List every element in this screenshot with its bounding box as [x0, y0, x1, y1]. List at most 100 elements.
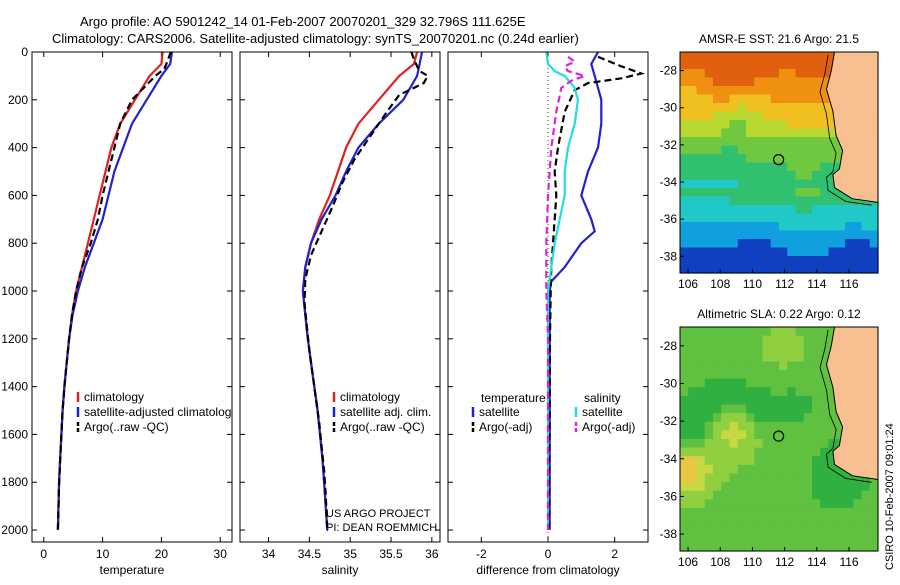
- sla_map-cell: [812, 516, 821, 526]
- sst_map-cell: [680, 247, 689, 257]
- sla_map-cell: [787, 516, 797, 526]
- sst_map-cell: [729, 171, 739, 181]
- sst_map-cell: [754, 196, 764, 206]
- sst_map-cell: [787, 162, 797, 172]
- temperature-series-0: [56, 52, 164, 531]
- sla_map-cell: [779, 507, 788, 518]
- sla_map-cell: [779, 370, 788, 380]
- sst_map-cell: [696, 239, 706, 249]
- sst_map-cell: [680, 60, 689, 70]
- sst_map-cell: [770, 264, 780, 274]
- sst_map-cell: [820, 213, 830, 223]
- sla_map-cell: [704, 378, 714, 388]
- sst_map-cell: [688, 120, 698, 130]
- sla_map-cell: [795, 430, 805, 440]
- sla_map-cell: [828, 421, 838, 431]
- sst_map-cell: [770, 230, 780, 240]
- y-tick-label: 0: [21, 45, 28, 59]
- sst_map-float-marker: [772, 154, 785, 166]
- sla_map-cell: [737, 464, 747, 475]
- salinity-x-tick-label: 34: [262, 547, 276, 561]
- sst_map-cell: [853, 196, 863, 206]
- sst_map-cell: [787, 120, 797, 130]
- sst_map-cell: [688, 154, 698, 164]
- sst_map-cell: [754, 256, 764, 266]
- sst_map-cell: [713, 247, 722, 257]
- sla_map-cell: [754, 464, 764, 475]
- sst_map-cell: [729, 247, 739, 257]
- sst_map-cell: [795, 77, 805, 87]
- sla_map-cell: [746, 378, 755, 388]
- sla_map-cell: [713, 473, 722, 483]
- sst_map-cell: [812, 205, 821, 215]
- sst_map-cell: [688, 145, 698, 155]
- sst_map-cell: [704, 256, 714, 266]
- sla_map-cell: [746, 421, 755, 431]
- sla_map-cell: [820, 395, 830, 406]
- sla_map-cell: [729, 525, 739, 535]
- sst_map-cell: [812, 137, 821, 147]
- sst_map-cell: [713, 188, 722, 198]
- sla_map-cell: [812, 464, 821, 475]
- sst_map-cell: [812, 188, 821, 198]
- legend-header-salinity: salinity: [584, 391, 621, 405]
- sst_map-cell: [820, 179, 830, 189]
- sla_map-cell: [704, 421, 714, 431]
- sst_map-cell: [696, 264, 706, 274]
- sst_map-cell: [680, 213, 689, 223]
- sst_map-cell: [869, 264, 879, 274]
- sla_map-title: Altimetric SLA: 0.22 Argo: 0.12: [697, 307, 861, 321]
- sst_map-cell: [680, 120, 689, 130]
- sla_map-cell: [713, 344, 722, 354]
- sla_map-cell: [762, 482, 772, 492]
- sla_map-cell: [696, 370, 706, 380]
- sla_map-cell: [713, 378, 722, 388]
- sst_map-cell: [737, 86, 747, 96]
- sst_map-cell: [729, 264, 739, 274]
- y-tick-label: 1000: [1, 284, 28, 298]
- sst_map-cell: [737, 52, 747, 62]
- sst_map-cell: [713, 77, 722, 87]
- sla_map-cell: [721, 404, 731, 414]
- salinity-plot-frame: [239, 51, 441, 543]
- sst_map-cell: [680, 137, 689, 147]
- sla_map-cell: [746, 370, 755, 380]
- sla_map-cell: [787, 533, 797, 543]
- sla_map-cell: [704, 473, 714, 483]
- sst_map-cell: [779, 162, 788, 172]
- sla_map-cell: [737, 533, 747, 543]
- sla_map-cell: [754, 335, 764, 345]
- sla_map-cell: [737, 456, 747, 466]
- sst_map-cell: [746, 171, 755, 181]
- sst_map-cell: [704, 222, 714, 232]
- sla_map-cell: [803, 378, 813, 388]
- sst_map-cell: [721, 69, 731, 79]
- sst_map-cell: [795, 230, 805, 240]
- sla_map-cell: [828, 533, 838, 543]
- sla_map-cell: [820, 464, 830, 475]
- sla_map-cell: [737, 404, 747, 414]
- sla_map-cell: [680, 344, 689, 354]
- sla_map-cell: [861, 516, 871, 526]
- sla_map-cell: [746, 542, 755, 552]
- sst_map-cell: [754, 77, 764, 87]
- sla_map-cell: [836, 533, 846, 543]
- sst_map-cell: [853, 230, 863, 240]
- sst_map-cell: [762, 52, 772, 62]
- sla_map-cell: [787, 447, 797, 457]
- sst_map-cell: [680, 52, 689, 62]
- sst_map-cell: [820, 222, 830, 232]
- sst_map-cell: [779, 69, 788, 79]
- sla_map-cell: [721, 378, 731, 388]
- sla_map-cell: [737, 482, 747, 492]
- sla_map-cell: [836, 525, 846, 535]
- sst_map-cell: [688, 111, 698, 121]
- y-tick-label: 600: [8, 188, 28, 202]
- sst_map-cell: [729, 256, 739, 266]
- sla_map-cell: [688, 387, 698, 397]
- sla_map-cell: [729, 387, 739, 397]
- sla_map-cell: [737, 335, 747, 345]
- sla_map-cell: [754, 327, 764, 337]
- sla_map-cell: [787, 404, 797, 414]
- sst_map-cell: [721, 111, 731, 121]
